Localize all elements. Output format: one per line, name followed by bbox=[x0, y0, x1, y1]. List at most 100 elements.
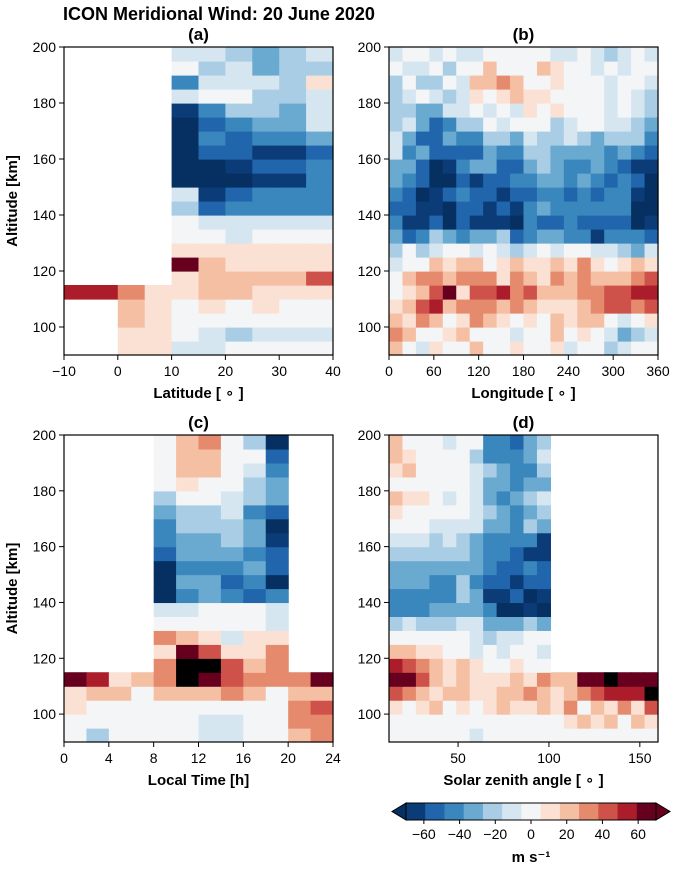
heatmap-cell bbox=[429, 257, 444, 272]
heatmap-cell bbox=[456, 616, 471, 631]
heatmap-cell bbox=[469, 490, 484, 506]
heatmap-cell bbox=[265, 588, 289, 604]
heatmap-cell bbox=[604, 61, 619, 76]
heatmap-cell bbox=[631, 714, 646, 729]
heatmap-cell bbox=[536, 131, 551, 146]
heatmap-cell bbox=[550, 173, 565, 188]
heatmap-cell bbox=[483, 686, 498, 701]
heatmap-cell bbox=[415, 215, 430, 230]
heatmap-cell bbox=[523, 728, 538, 743]
heatmap-cell bbox=[198, 131, 226, 146]
heatmap-cell bbox=[310, 714, 334, 729]
heatmap-cell bbox=[456, 462, 471, 478]
heatmap-cell bbox=[389, 616, 404, 631]
heatmap-cell bbox=[64, 285, 92, 300]
heatmap-cell bbox=[243, 714, 267, 729]
heatmap-cell bbox=[577, 714, 592, 729]
heatmap-cell bbox=[577, 728, 592, 743]
heatmap-cell bbox=[225, 89, 253, 104]
heatmap-cell bbox=[510, 686, 525, 701]
heatmap-cell bbox=[389, 61, 404, 76]
heatmap-cell bbox=[306, 341, 334, 356]
heatmap-cell bbox=[563, 672, 578, 687]
heatmap-cell bbox=[402, 327, 417, 342]
heatmap-cell bbox=[469, 117, 484, 132]
heatmap-cell bbox=[442, 257, 457, 272]
heatmap-cell bbox=[442, 588, 457, 604]
heatmap-cell bbox=[456, 131, 471, 146]
heatmap-cell bbox=[631, 75, 646, 90]
heatmap-cell bbox=[306, 201, 334, 216]
heatmap-cell bbox=[86, 672, 110, 687]
heatmap-cell bbox=[577, 201, 592, 216]
heatmap-cell bbox=[389, 145, 404, 160]
heatmap-cell bbox=[429, 75, 444, 90]
heatmap-cell bbox=[456, 630, 471, 645]
heatmap-cell bbox=[153, 714, 177, 729]
heatmap-cell bbox=[198, 257, 226, 272]
heatmap-cell bbox=[631, 61, 646, 76]
heatmap-cell bbox=[510, 89, 525, 104]
heatmap-cell bbox=[402, 714, 417, 729]
heatmap-cell bbox=[108, 714, 132, 729]
x-axis-label: Local Time [h] bbox=[148, 772, 249, 789]
heatmap-cell bbox=[265, 435, 289, 450]
heatmap-cell bbox=[429, 47, 444, 62]
heatmap-cell bbox=[402, 462, 417, 478]
heatmap-cell bbox=[442, 686, 457, 701]
heatmap-cell bbox=[631, 159, 646, 174]
heatmap-cell bbox=[469, 616, 484, 631]
heatmap-cell bbox=[279, 75, 307, 90]
heatmap-cell bbox=[415, 658, 430, 673]
heatmap-cell bbox=[279, 201, 307, 216]
heatmap-cell bbox=[415, 243, 430, 258]
heatmap-cell bbox=[389, 574, 404, 590]
heatmap-cell bbox=[631, 117, 646, 132]
heatmap-cell bbox=[523, 574, 538, 590]
heatmap-cell bbox=[631, 243, 646, 258]
heatmap-cell bbox=[415, 131, 430, 146]
heatmap-cell bbox=[389, 243, 404, 258]
heatmap-cell bbox=[429, 243, 444, 258]
heatmap-cell bbox=[402, 313, 417, 328]
heatmap-cell bbox=[523, 630, 538, 645]
heatmap-cell bbox=[279, 285, 307, 300]
heatmap-cell bbox=[644, 215, 659, 230]
heatmap-cell bbox=[389, 89, 404, 104]
heatmap-cell bbox=[631, 103, 646, 118]
heatmap-cell bbox=[536, 61, 551, 76]
heatmap-cell bbox=[389, 117, 404, 132]
heatmap-cell bbox=[644, 728, 659, 743]
heatmap-cell bbox=[176, 658, 200, 673]
heatmap-cell bbox=[536, 644, 551, 659]
heatmap-cell bbox=[510, 215, 525, 230]
heatmap-cell bbox=[510, 131, 525, 146]
heatmap-cell bbox=[198, 532, 222, 548]
heatmap-cell bbox=[617, 89, 632, 104]
heatmap-cell bbox=[442, 658, 457, 673]
heatmap-cell bbox=[456, 271, 471, 286]
heatmap-cell bbox=[279, 145, 307, 160]
heatmap-cell bbox=[153, 630, 177, 645]
heatmap-cell bbox=[456, 285, 471, 300]
heatmap-cell bbox=[198, 243, 226, 258]
heatmap-cell bbox=[415, 89, 430, 104]
heatmap-cell bbox=[389, 602, 404, 617]
heatmap-cell bbox=[536, 658, 551, 673]
heatmap-cell bbox=[644, 299, 659, 314]
heatmap-cell bbox=[402, 47, 417, 62]
heatmap-cell bbox=[153, 602, 177, 617]
y-tick-label: 120 bbox=[33, 650, 57, 666]
heatmap-cell bbox=[402, 560, 417, 576]
heatmap-cell bbox=[198, 75, 226, 90]
heatmap-cell bbox=[590, 271, 605, 286]
heatmap-cell bbox=[171, 131, 200, 146]
heatmap-cell bbox=[496, 215, 511, 230]
heatmap-cell bbox=[496, 616, 511, 631]
heatmap-cell bbox=[483, 145, 498, 160]
heatmap-cell bbox=[171, 159, 200, 174]
heatmap-cell bbox=[563, 103, 578, 118]
heatmap-cell bbox=[523, 532, 538, 548]
heatmap-cell bbox=[550, 103, 565, 118]
heatmap-cell bbox=[131, 686, 155, 701]
